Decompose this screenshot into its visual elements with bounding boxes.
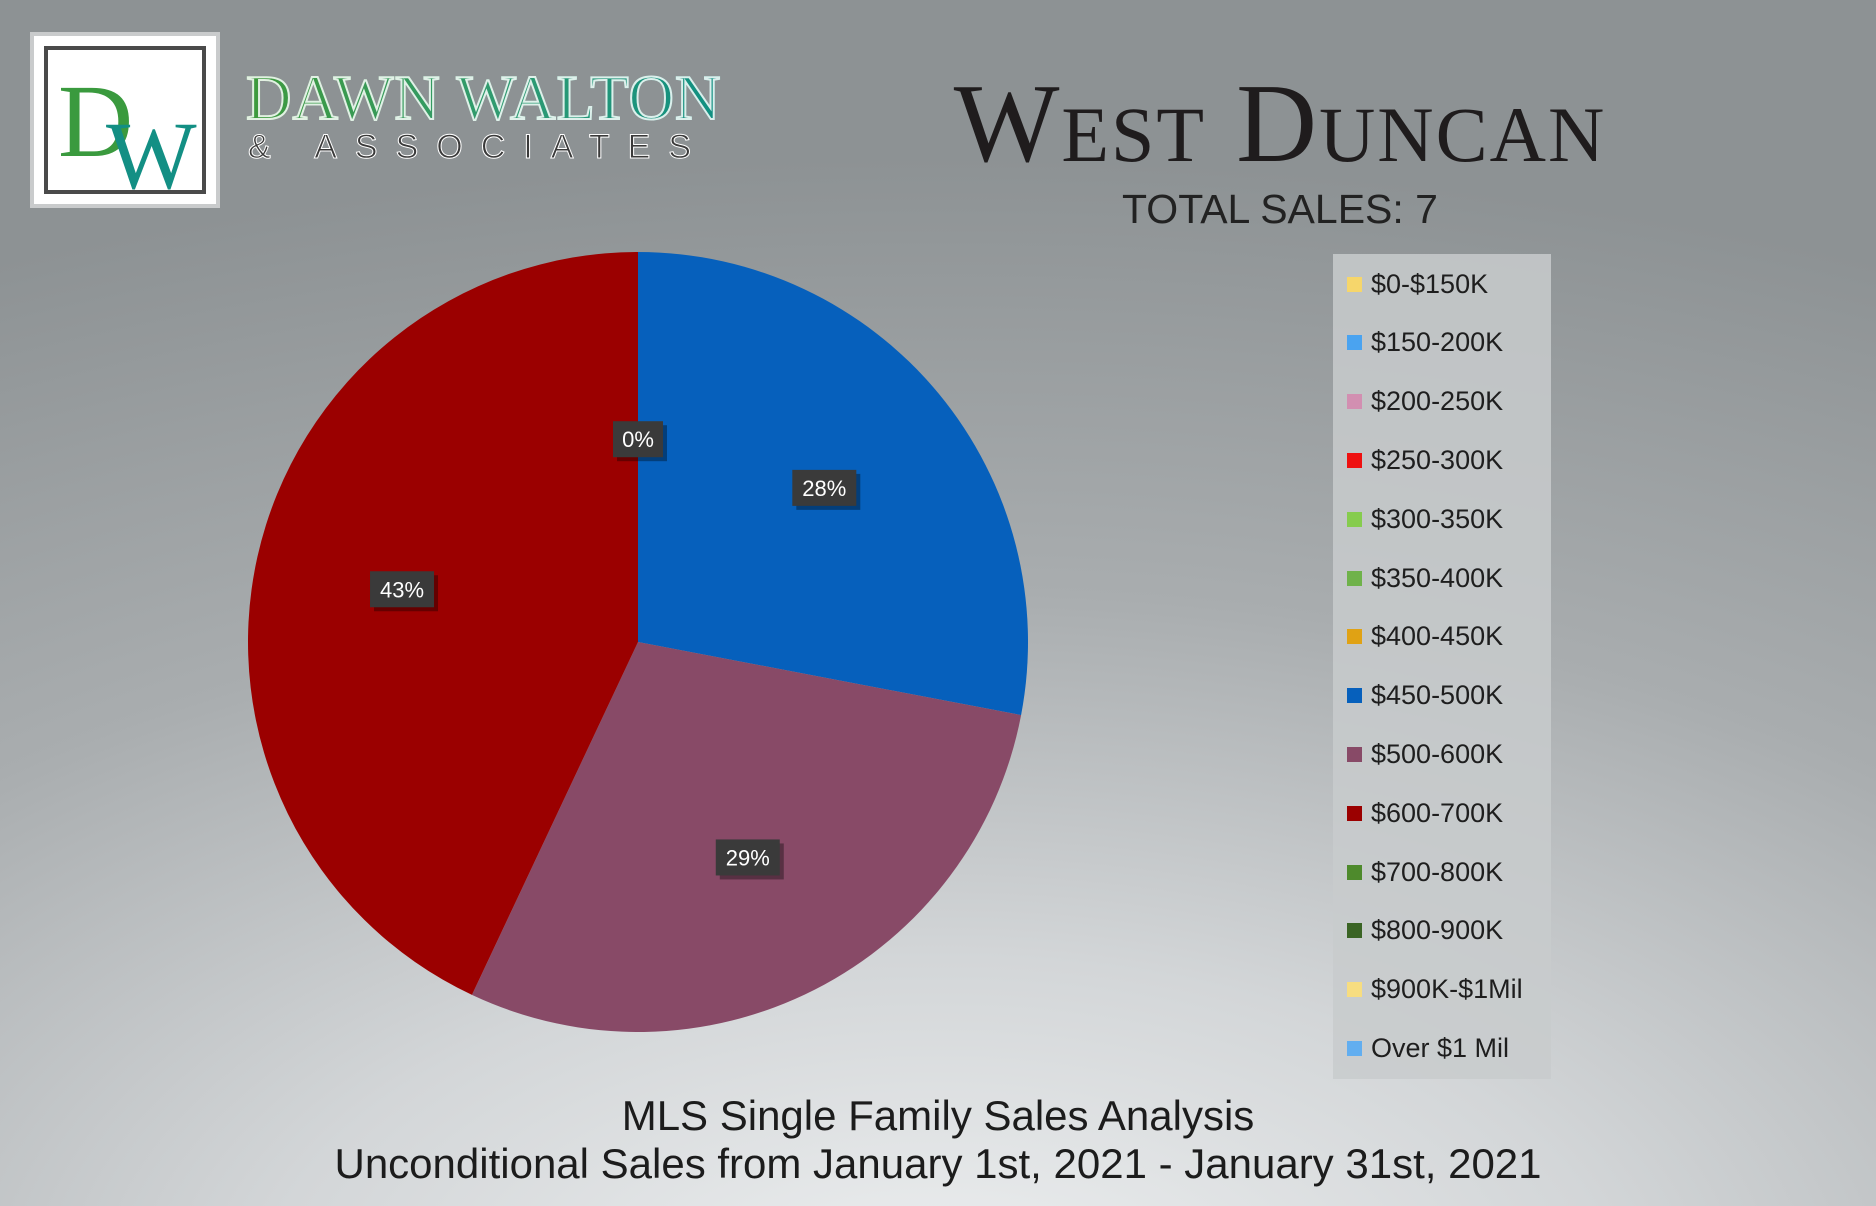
chart-legend: $0-$150K $150-200K $200-250K $250-300K $300-… bbox=[1333, 254, 1551, 1079]
data-label: 0% bbox=[613, 421, 667, 462]
legend-label: $350-400K bbox=[1371, 562, 1504, 593]
logo-letter-w: W bbox=[106, 102, 197, 198]
legend-swatch bbox=[1347, 629, 1362, 645]
footer-date-range: Unconditional Sales from January 1st, 20… bbox=[334, 1140, 1542, 1187]
brand-name: DAWN WALTON bbox=[245, 62, 722, 134]
svg-text:28%: 28% bbox=[802, 476, 846, 501]
legend-label: $250-300K bbox=[1371, 444, 1504, 475]
legend-label: $400-450K bbox=[1371, 621, 1504, 652]
legend-label: $200-250K bbox=[1371, 386, 1504, 417]
legend-label: $300-350K bbox=[1371, 503, 1504, 534]
legend-item-200-250k: $200-250K bbox=[1347, 382, 1503, 422]
legend-label: $900K-$1Mil bbox=[1371, 974, 1523, 1005]
legend-item-800-900k: $800-900K bbox=[1347, 911, 1503, 951]
legend-swatch bbox=[1347, 276, 1362, 292]
logo-box: D W bbox=[30, 32, 220, 208]
legend-swatch bbox=[1347, 746, 1362, 762]
legend-item-900k-1mil: $900K-$1Mil bbox=[1347, 970, 1523, 1010]
logo-letter-d: D bbox=[58, 64, 133, 179]
legend-item-500-600k: $500-600K bbox=[1347, 734, 1503, 774]
legend-swatch bbox=[1347, 335, 1362, 351]
legend-item-250-300k: $250-300K bbox=[1347, 440, 1503, 480]
legend-item-400-450k: $400-450K bbox=[1347, 617, 1503, 657]
pie-slice-600-700k bbox=[248, 252, 638, 995]
legend-swatch bbox=[1347, 452, 1362, 468]
legend-label: $600-700K bbox=[1371, 797, 1504, 828]
legend-swatch bbox=[1347, 570, 1362, 586]
brand-subtitle: & ASSOCIATES bbox=[247, 128, 710, 167]
total-sales: TOTAL SALES: 7 bbox=[1122, 186, 1438, 232]
legend-swatch bbox=[1347, 688, 1362, 704]
legend-label: $0-$150K bbox=[1371, 268, 1489, 299]
dw-monogram-logo: D W bbox=[58, 64, 197, 198]
data-label: 29% bbox=[715, 839, 784, 880]
legend-label: $500-600K bbox=[1371, 738, 1504, 769]
legend-label: $450-500K bbox=[1371, 680, 1504, 711]
logo-frame: D W bbox=[44, 46, 206, 198]
legend-label: $150-200K bbox=[1371, 327, 1504, 358]
legend-item-450-500k: $450-500K bbox=[1347, 676, 1503, 716]
footer-title: MLS Single Family Sales Analysis bbox=[621, 1092, 1255, 1139]
data-label: 28% bbox=[792, 469, 861, 510]
legend-item-150-200k: $150-200K bbox=[1347, 323, 1503, 363]
legend-label: $700-800K bbox=[1371, 856, 1504, 887]
legend-swatch bbox=[1347, 805, 1362, 821]
legend-swatch bbox=[1347, 1040, 1362, 1056]
page-title: West Duncan bbox=[953, 62, 1607, 186]
legend-item-350-400k: $350-400K bbox=[1347, 558, 1503, 598]
data-label: 43% bbox=[370, 571, 439, 612]
legend-item-300-350k: $300-350K bbox=[1347, 499, 1503, 539]
legend-label: $800-900K bbox=[1371, 915, 1504, 946]
svg-text:43%: 43% bbox=[380, 577, 424, 602]
legend-swatch bbox=[1347, 923, 1362, 939]
legend-label: Over $1 Mil bbox=[1371, 1032, 1510, 1063]
legend-swatch bbox=[1347, 864, 1362, 880]
pie-slice-500-600k bbox=[471, 642, 1022, 1032]
svg-text:29%: 29% bbox=[726, 845, 770, 870]
legend-swatch bbox=[1347, 394, 1362, 410]
legend-swatch bbox=[1347, 511, 1362, 527]
legend-swatch bbox=[1347, 982, 1362, 998]
svg-text:0%: 0% bbox=[622, 427, 654, 452]
legend-item-700-800k: $700-800K bbox=[1347, 852, 1503, 892]
legend-item-0-150k: $0-$150K bbox=[1347, 264, 1488, 304]
legend-item-over-1-mil: Over $1 Mil bbox=[1347, 1028, 1509, 1068]
legend-item-600-700k: $600-700K bbox=[1347, 793, 1503, 833]
